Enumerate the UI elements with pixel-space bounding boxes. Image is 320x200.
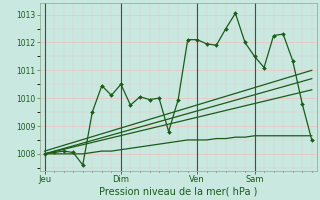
X-axis label: Pression niveau de la mer( hPa ): Pression niveau de la mer( hPa ) bbox=[99, 187, 257, 197]
